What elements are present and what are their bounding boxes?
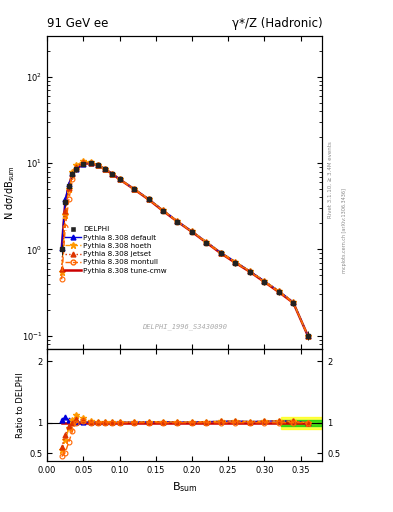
- Bar: [281, 417, 322, 429]
- X-axis label: B$_{\rm sum}$: B$_{\rm sum}$: [172, 480, 198, 494]
- Text: 91 GeV ee: 91 GeV ee: [47, 16, 108, 30]
- Text: mcplots.cern.ch [arXiv:1306.3436]: mcplots.cern.ch [arXiv:1306.3436]: [342, 188, 347, 273]
- Text: γ*/Z (Hadronic): γ*/Z (Hadronic): [231, 16, 322, 30]
- Y-axis label: N dσ/dB$_{\rm sum}$: N dσ/dB$_{\rm sum}$: [4, 165, 17, 220]
- Legend: DELPHI, Pythia 8.308 default, Pythia 8.308 hoeth, Pythia 8.308 jetset, Pythia 8.: DELPHI, Pythia 8.308 default, Pythia 8.3…: [62, 224, 170, 276]
- Text: Rivet 3.1.10, ≥ 3.4M events: Rivet 3.1.10, ≥ 3.4M events: [328, 141, 333, 218]
- Y-axis label: Ratio to DELPHI: Ratio to DELPHI: [16, 372, 25, 438]
- Bar: [281, 420, 322, 426]
- Text: DELPHI_1996_S3430090: DELPHI_1996_S3430090: [142, 324, 227, 330]
